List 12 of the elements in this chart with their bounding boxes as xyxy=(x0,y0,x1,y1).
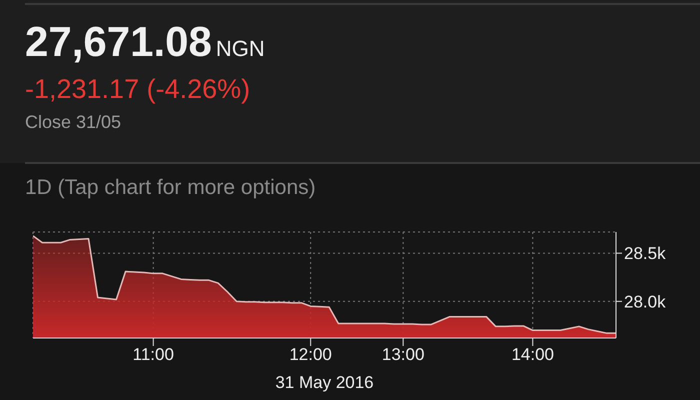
chart-subtitle: 1D (Tap chart for more options) xyxy=(25,176,316,200)
x-tick-label: 12:00 xyxy=(289,345,332,364)
x-tick-label: 13:00 xyxy=(382,345,424,364)
text: -1,231.17 (-4.26%) xyxy=(25,74,250,105)
x-tick-label: 11:00 xyxy=(132,345,174,364)
y-tick-label: 28.5k xyxy=(624,244,666,264)
chart-title: 27,671.08 xyxy=(25,18,212,65)
text: NGN xyxy=(216,36,265,61)
text: Close 31/05 xyxy=(25,112,122,133)
x-tick-label: 14:00 xyxy=(511,345,554,364)
x-axis-title: 31 May 2016 xyxy=(275,373,374,392)
y-tick-label: 28.0k xyxy=(624,292,666,312)
